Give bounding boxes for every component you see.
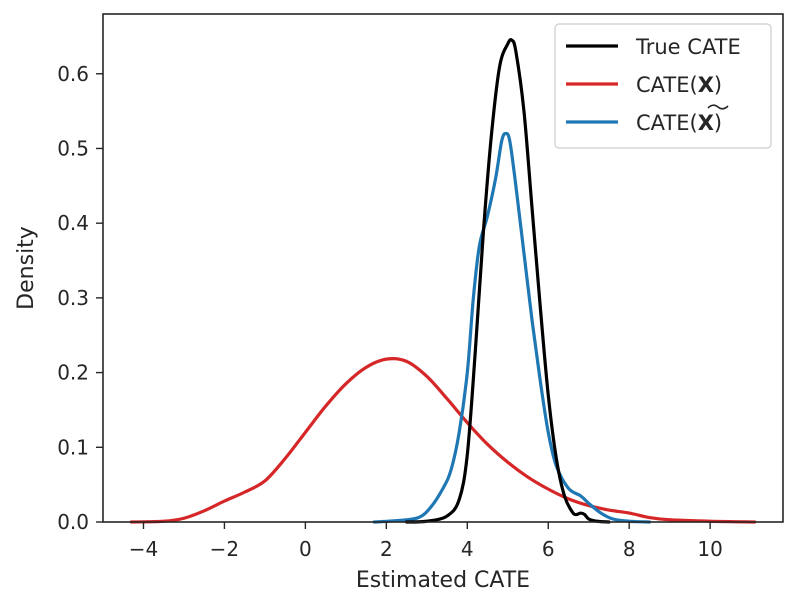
- y-tick-label: 0.4: [57, 211, 89, 235]
- legend-label-true-cate: True CATE: [635, 35, 741, 59]
- legend: True CATE CATE(X) CATE(X): [554, 23, 772, 149]
- y-tick-label: 0.3: [57, 286, 89, 310]
- x-axis-ticks: −4 −2 0 2 4 6 8 10: [129, 522, 723, 561]
- y-tick-label: 0.2: [57, 361, 89, 385]
- legend-label-cate-x: CATE(X): [636, 73, 722, 97]
- y-axis-label: Density: [14, 226, 39, 310]
- y-axis-ticks: 0.0 0.1 0.2 0.3 0.4 0.5 0.6: [57, 62, 103, 534]
- legend-box: [554, 23, 772, 149]
- legend-label-cate-x-tilde-symbol: X: [698, 111, 714, 135]
- x-tick-label: 2: [380, 537, 393, 561]
- legend-label-cate-x-tilde: CATE(X): [636, 111, 722, 135]
- x-axis-label: Estimated CATE: [356, 568, 530, 593]
- y-tick-label: 0.1: [57, 435, 89, 459]
- legend-label-cate-x-tilde-prefix: CATE(: [636, 111, 698, 135]
- legend-label-cate-x-symbol: X: [698, 73, 714, 97]
- x-tick-label: 4: [461, 537, 474, 561]
- plot-frame: [102, 13, 784, 523]
- x-tick-label: 8: [623, 537, 636, 561]
- x-tick-label: 0: [299, 537, 312, 561]
- y-tick-label: 0.5: [57, 136, 89, 160]
- series-line-cate-x: [129, 357, 757, 524]
- legend-label-cate-x-prefix: CATE(: [636, 73, 698, 97]
- x-tick-label: −4: [129, 537, 158, 561]
- x-tick-label: 10: [697, 537, 722, 561]
- y-tick-label: 0.6: [57, 62, 89, 86]
- x-tick-label: −2: [210, 537, 239, 561]
- legend-label-cate-x-tilde-suffix: ): [714, 111, 722, 135]
- curve-layer: [129, 37, 757, 524]
- legend-label-cate-x-suffix: ): [714, 73, 722, 97]
- series-line-true-cate: [404, 37, 611, 524]
- legend-entry-true-cate: True CATE: [566, 35, 741, 59]
- y-tick-label: 0.0: [57, 510, 89, 534]
- legend-entry-cate-x-tilde: CATE(X): [566, 104, 729, 135]
- tilde-accent-icon: [707, 104, 729, 110]
- series-line-cate-x: [372, 131, 652, 524]
- x-tick-label: 6: [542, 537, 555, 561]
- legend-entry-cate-x: CATE(X): [566, 73, 722, 97]
